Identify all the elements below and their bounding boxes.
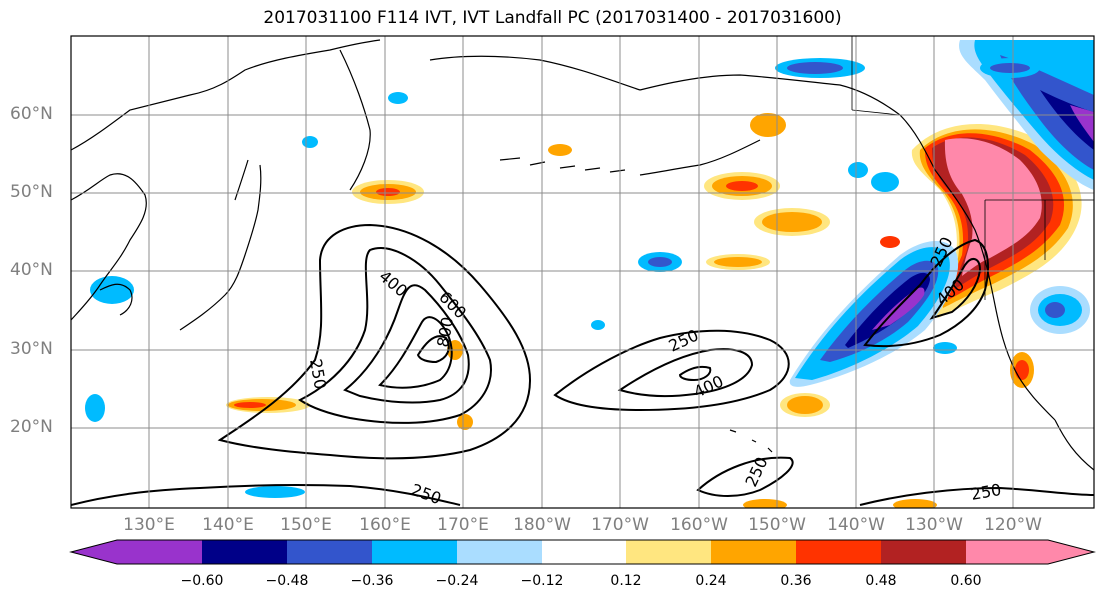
lon-label: 130°W	[905, 515, 963, 535]
map-frame	[70, 35, 1095, 509]
colorbar-extend-high	[1048, 540, 1094, 564]
lat-label: 20°N	[10, 417, 53, 437]
colorbar-tick-label: 0.12	[610, 573, 642, 589]
colorbar	[69, 539, 1096, 565]
map-title: 2017031100 F114 IVT, IVT Landfall PC (20…	[263, 8, 842, 28]
small-anomaly-patches	[85, 58, 1090, 508]
lon-label: 140°E	[202, 515, 254, 535]
colorbar-tick-label: −0.48	[265, 573, 309, 589]
lat-label: 30°N	[10, 339, 53, 359]
borders	[851, 36, 1094, 300]
lon-label: 160°W	[670, 515, 728, 535]
colorbar-tick-label: 0.36	[780, 573, 812, 589]
colorbar-tick-label: −0.12	[520, 573, 564, 589]
lat-label: 40°N	[10, 260, 53, 280]
lon-label: 150°E	[280, 515, 332, 535]
coastlines	[71, 39, 1094, 471]
colorbar-tick-label: −0.36	[350, 573, 394, 589]
colorbar-tick-label: 0.60	[950, 573, 982, 589]
colorbar-tick-label: 0.48	[865, 573, 897, 589]
lat-label: 60°N	[10, 104, 53, 124]
graticule	[71, 36, 1094, 508]
lon-label: 170°W	[591, 515, 649, 535]
lon-label: 130°E	[123, 515, 175, 535]
lon-label: 160°E	[359, 515, 411, 535]
colorbar-extend-low	[71, 540, 117, 564]
lon-label: 140°W	[827, 515, 885, 535]
colorbar-tick-label: −0.60	[180, 573, 224, 589]
lon-label: 150°W	[748, 515, 806, 535]
lat-label: 50°N	[10, 182, 53, 202]
ivt-contours	[71, 223, 1094, 506]
colorbar-tick-label: 0.24	[695, 573, 727, 589]
lon-label: 180°W	[513, 515, 571, 535]
lon-label: 120°W	[984, 515, 1042, 535]
lon-label: 170°E	[437, 515, 489, 535]
colorbar-tick-label: −0.24	[435, 573, 479, 589]
